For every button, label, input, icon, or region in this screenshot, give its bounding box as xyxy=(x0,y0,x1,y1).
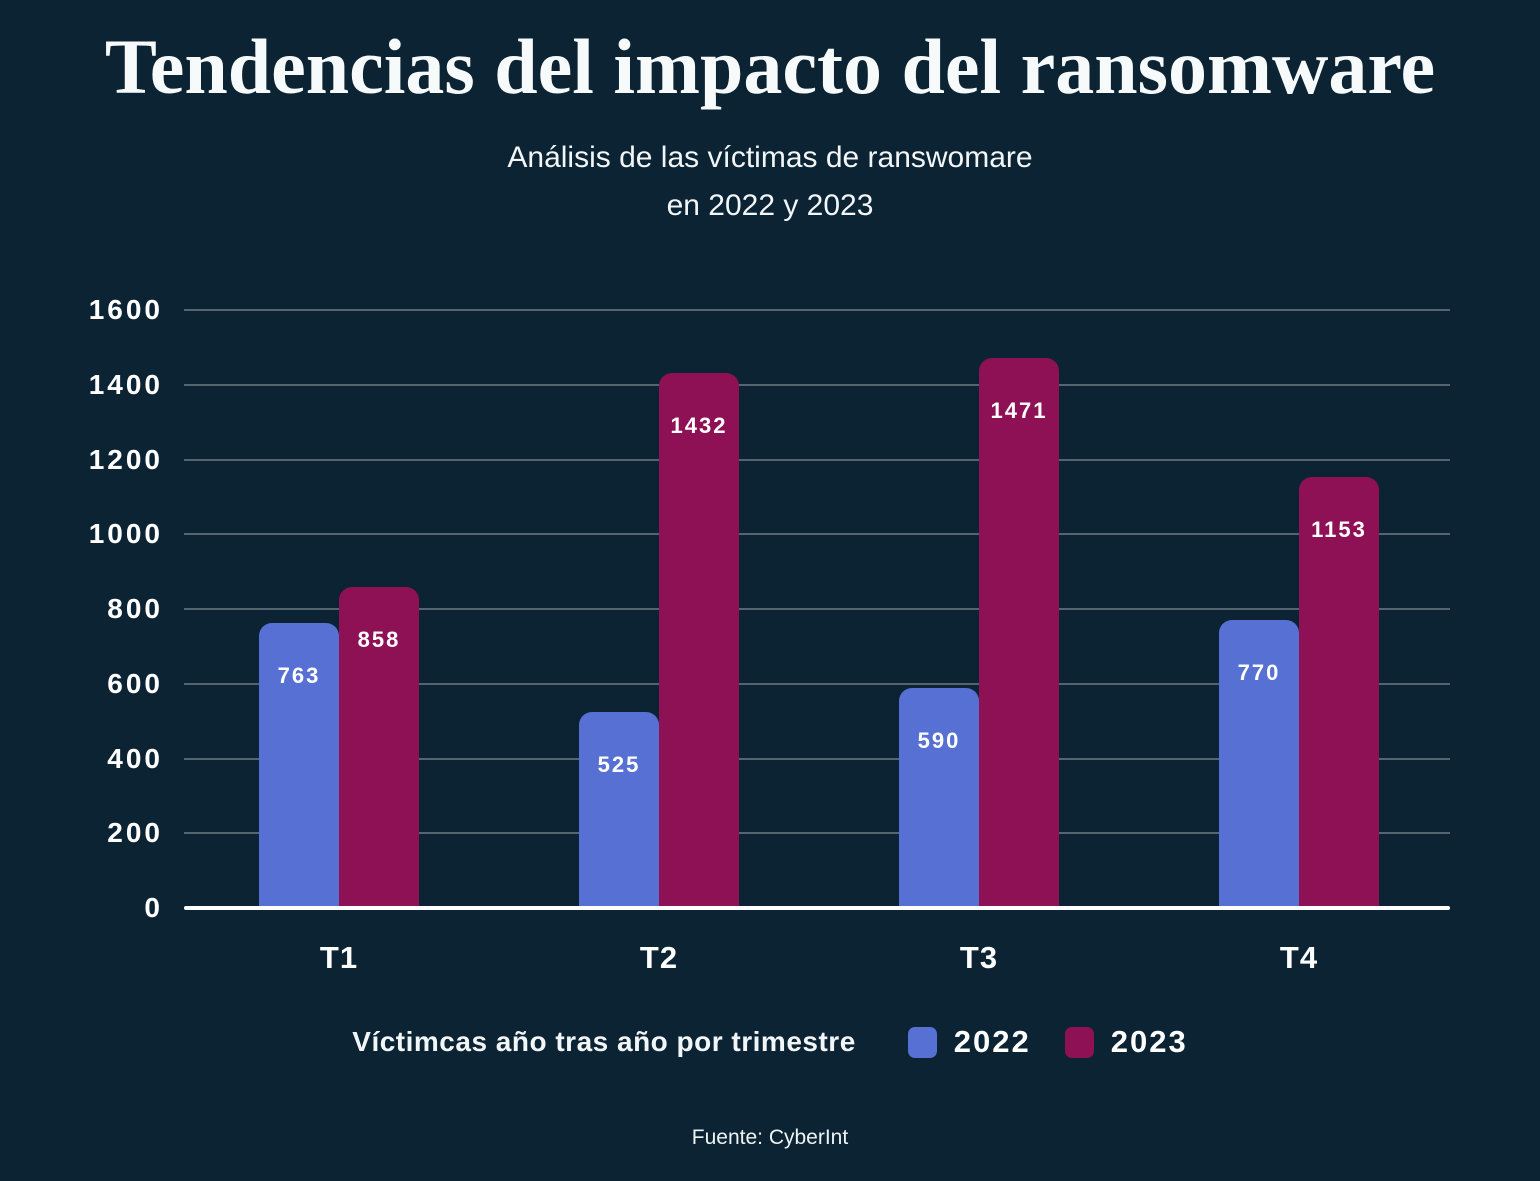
subtitle-line-1: Análisis de las víctimas de ranswomare xyxy=(507,141,1033,174)
x-tick-label-T2: T2 xyxy=(639,940,679,975)
page-title: Tendencias del impacto del ransomware xyxy=(104,23,1436,110)
legend-items: 2022 2023 xyxy=(907,1024,1188,1060)
bar-2022-T1: 763 xyxy=(259,622,339,908)
source-caption: Fuente: CyberInt xyxy=(691,1126,849,1149)
bar-group-T2: 525 1432 xyxy=(579,310,739,908)
bar-value-label-2023-T3: 1471 xyxy=(990,398,1048,424)
y-tick-label-600: 600 xyxy=(107,667,163,699)
bar-group-T3: 590 1471 xyxy=(899,310,1059,908)
y-tick-label-1200: 1200 xyxy=(88,443,163,475)
y-tick-label-0: 0 xyxy=(144,892,163,923)
subtitle-line-2: en 2022 y 2023 xyxy=(666,189,874,222)
y-tick-label-400: 400 xyxy=(107,742,163,774)
y-tick-label-1600: 1600 xyxy=(88,294,163,325)
legend-title: Víctimcas año tras año por trimestre xyxy=(352,1026,856,1057)
bar-group-T1: 763 858 xyxy=(259,310,419,908)
y-axis-labels: 0 200 400 600 800 1000 1200 1400 1600 xyxy=(0,294,163,923)
gridline-200 xyxy=(184,832,1450,835)
gridline-1600 xyxy=(184,309,1450,311)
legend-swatch-2023 xyxy=(1064,1026,1094,1058)
gridline-400 xyxy=(184,757,1450,760)
bar-2022-T2: 525 xyxy=(579,711,659,908)
y-tick-label-1400: 1400 xyxy=(88,368,163,400)
gridline-1400 xyxy=(184,383,1450,386)
plot-area: 763 858 525 1432 590 1471 770 1153 xyxy=(184,309,1450,910)
bar-group-T4: 770 1153 xyxy=(1219,310,1379,908)
bar-value-label-2022-T2: 525 xyxy=(597,751,641,777)
bar-value-label-2023-T4: 1153 xyxy=(1311,517,1367,543)
legend-item-label-2023: 2023 xyxy=(1110,1024,1188,1059)
bar-2022-T3: 590 xyxy=(899,687,979,908)
legend-item-label-2022: 2022 xyxy=(953,1024,1031,1059)
x-tick-label-T1: T1 xyxy=(319,940,359,975)
x-axis-line xyxy=(184,906,1450,910)
gridline-1000 xyxy=(184,533,1450,536)
legend-item-2022: 2022 xyxy=(907,1024,1031,1060)
x-axis-labels: T1 T2 T3 T4 xyxy=(184,940,1450,984)
x-tick-label-T4: T4 xyxy=(1279,940,1319,975)
y-tick-label-1000: 1000 xyxy=(88,518,163,550)
bar-value-label-2022-T1: 763 xyxy=(277,662,321,688)
bar-2023-T4: 1153 xyxy=(1299,477,1379,908)
legend-swatch-2022 xyxy=(907,1026,937,1058)
bar-value-label-2023-T2: 1432 xyxy=(670,412,728,438)
bar-2023-T2: 1432 xyxy=(659,372,739,908)
chart-subtitle: Análisis de las víctimas de ranswomare e… xyxy=(0,134,1540,230)
legend-item-2023: 2023 xyxy=(1064,1024,1188,1060)
gridline-600 xyxy=(184,682,1450,685)
y-tick-label-200: 200 xyxy=(107,817,163,849)
bar-2023-T3: 1471 xyxy=(979,358,1059,908)
x-tick-label-T3: T3 xyxy=(959,940,999,975)
y-tick-label-800: 800 xyxy=(107,593,163,624)
bar-value-label-2022-T3: 590 xyxy=(917,727,961,753)
gridline-800 xyxy=(184,608,1450,610)
bar-2022-T4: 770 xyxy=(1219,620,1299,908)
bar-value-label-2022-T4: 770 xyxy=(1237,660,1281,686)
bar-value-label-2023-T1: 858 xyxy=(357,627,401,653)
legend: Víctimcas año tras año por trimestre 202… xyxy=(0,1024,1540,1060)
bar-2023-T1: 858 xyxy=(339,587,419,908)
gridline-1200 xyxy=(184,458,1450,461)
